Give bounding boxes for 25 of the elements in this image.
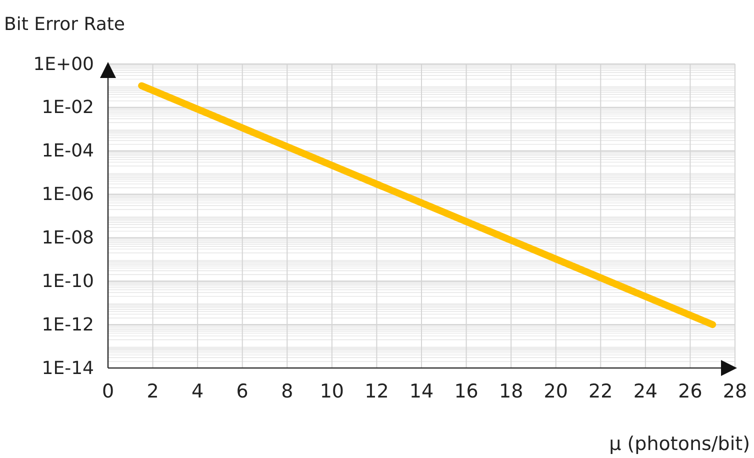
x-tick-label: 26 [678, 380, 702, 402]
x-tick-label: 28 [722, 380, 748, 402]
x-tick-label: 8 [281, 380, 294, 402]
x-tick-label: 10 [320, 380, 344, 402]
y-axis-title: Bit Error Rate [4, 14, 125, 35]
y-tick-label: 1E-12 [42, 314, 94, 336]
x-tick-label: 20 [544, 380, 568, 402]
y-tick-label: 1E-10 [42, 270, 94, 292]
x-axis-title: μ (photons/bit) [609, 433, 750, 455]
x-tick-label: 4 [192, 380, 204, 402]
x-tick-label: 0 [102, 380, 114, 402]
x-tick-label: 2 [146, 380, 159, 402]
y-tick-label: 1E-06 [42, 184, 94, 206]
y-tick-label: 1E+00 [33, 54, 94, 75]
y-tick-label: 1E-02 [42, 97, 94, 118]
x-tick-label: 22 [588, 380, 613, 402]
x-tick-label: 16 [454, 380, 478, 402]
x-tick-label: 6 [236, 380, 248, 402]
x-tick-label: 12 [364, 380, 389, 402]
x-tick-label: 14 [409, 380, 434, 402]
y-tick-label: 1E-08 [42, 227, 94, 248]
y-tick-label: 1E-14 [42, 358, 94, 379]
y-tick-label: 1E-04 [42, 140, 94, 162]
x-tick-label: 18 [498, 380, 524, 402]
x-tick-label: 24 [633, 380, 658, 402]
